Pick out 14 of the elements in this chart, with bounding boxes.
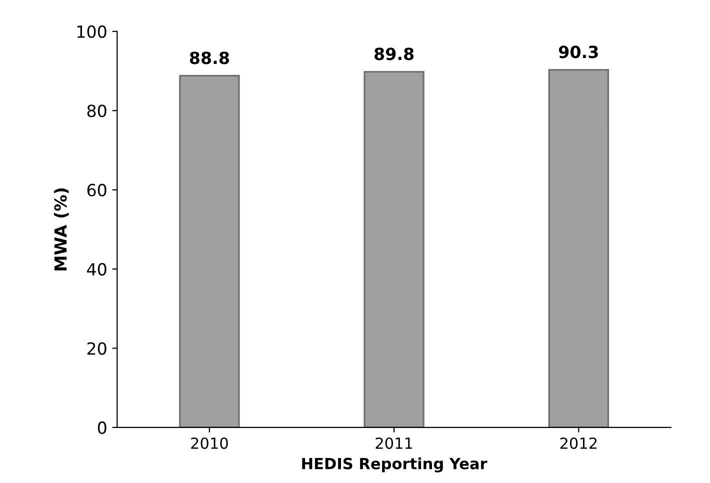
data-label: 88.8: [190, 52, 229, 64]
y-tick-label: 20: [87, 342, 106, 355]
x-axis-title: HEDIS Reporting Year: [302, 458, 488, 472]
x-tick-label: 2012: [560, 437, 597, 450]
y-tick-label: 0: [98, 421, 106, 434]
y-tick-label: 80: [87, 104, 106, 118]
x-tick-label: 2011: [376, 437, 412, 450]
y-tick-label: 100: [77, 25, 106, 38]
data-label: 89.8: [374, 48, 414, 60]
y-tick-label: 40: [87, 262, 106, 276]
data-label: 90.3: [558, 46, 598, 58]
y-axis-title: MWA (%): [54, 188, 69, 270]
y-tick-label: 60: [87, 184, 106, 196]
x-tick-label: 2010: [191, 437, 228, 450]
